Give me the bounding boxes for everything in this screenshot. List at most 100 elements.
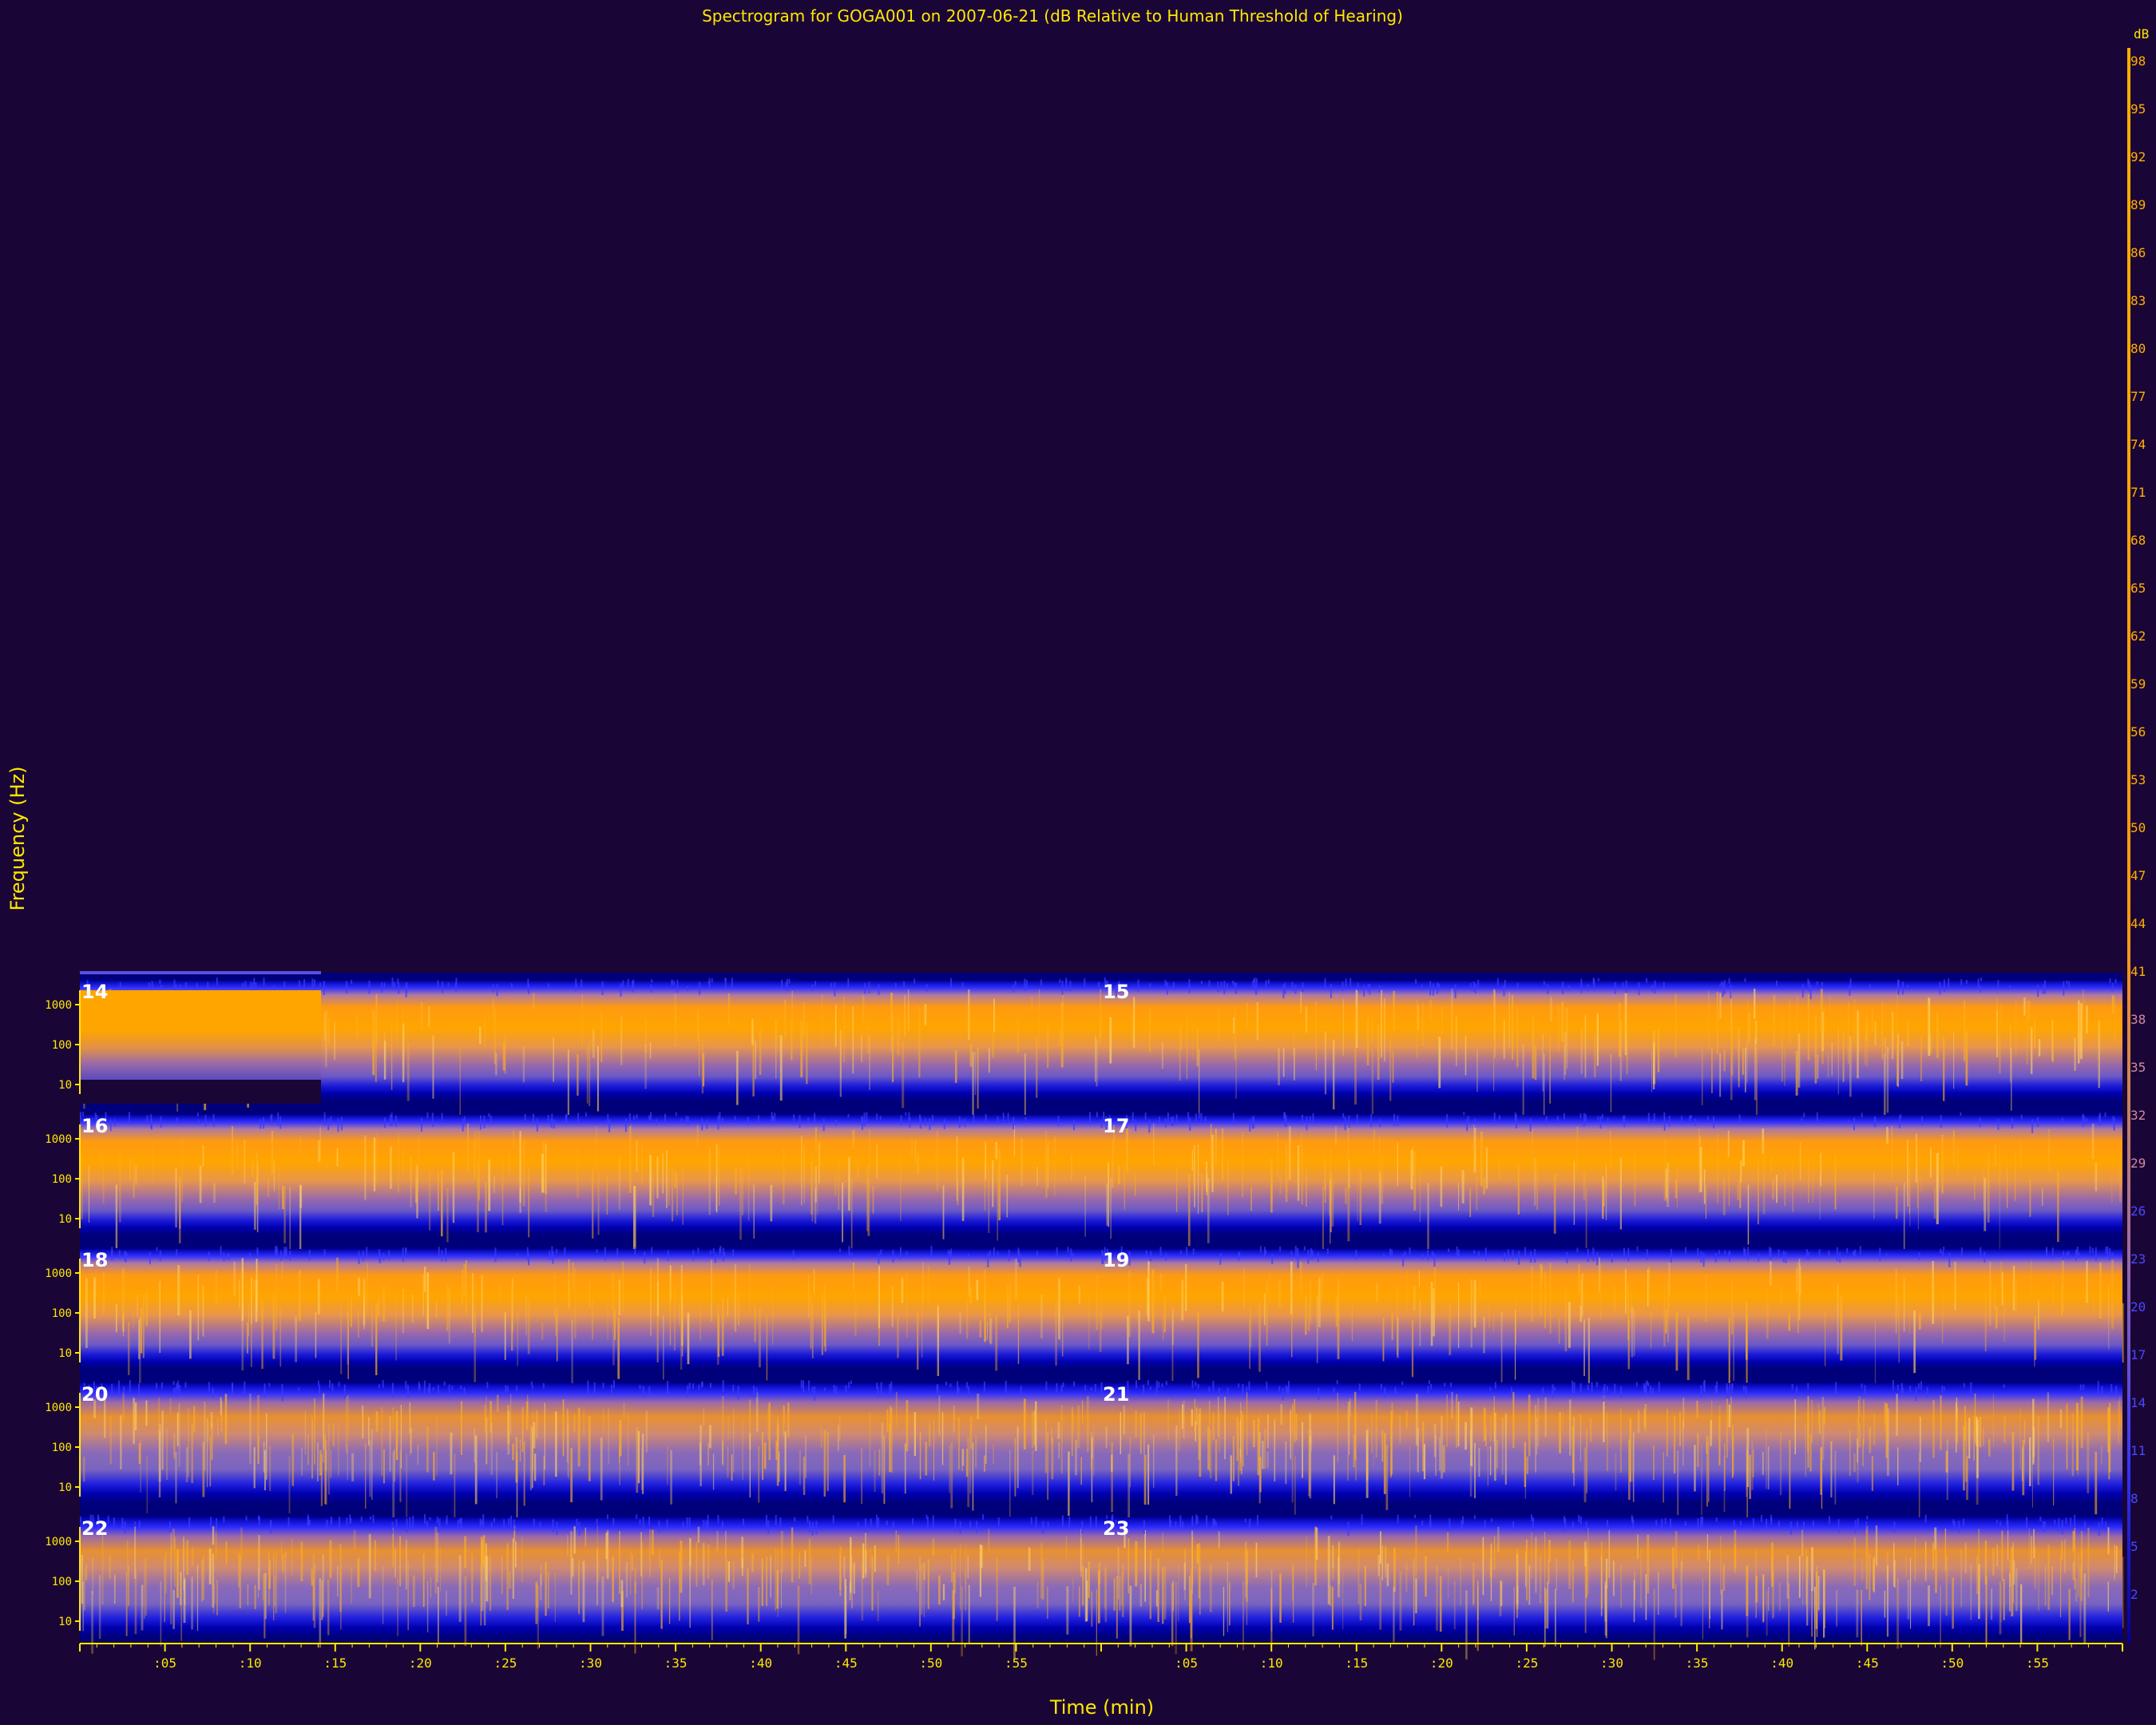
spectral-streak: [493, 1176, 495, 1193]
spectral-fringe: [957, 1387, 960, 1393]
spectral-fringe: [483, 1116, 485, 1128]
spectral-streak: [969, 1287, 972, 1303]
spectral-fringe: [463, 1116, 466, 1123]
spectral-streak: [1294, 1399, 1296, 1442]
spectral-streak: [415, 1163, 418, 1203]
spectral-streak: [1742, 1049, 1744, 1075]
spectral-fringe: [1663, 1112, 1666, 1120]
spectral-streak: [272, 1293, 275, 1359]
spectral-streak: [959, 1312, 961, 1334]
spectral-fringe: [892, 1521, 894, 1529]
spectral-streak: [1587, 1317, 1590, 1386]
spectral-fringe: [277, 1112, 279, 1127]
spectral-streak: [1099, 1019, 1102, 1038]
spectral-streak: [144, 1559, 145, 1620]
spectral-streak: [1706, 1534, 1708, 1561]
spectral-streak: [1433, 1423, 1437, 1457]
spectral-streak: [196, 1564, 199, 1631]
spectral-streak: [1992, 1548, 1995, 1576]
spectral-streak: [1194, 1144, 1195, 1208]
spectral-streak: [1798, 1259, 1801, 1320]
spectral-fringe: [857, 1521, 859, 1532]
spectral-fringe: [969, 1521, 972, 1530]
spectral-fringe: [1898, 1116, 1900, 1128]
spectral-fringe: [879, 1116, 882, 1120]
spectral-streak: [1080, 1529, 1082, 1577]
spectral-fringe: [1900, 1114, 1902, 1119]
spectral-streak: [241, 1258, 244, 1321]
spectral-fringe: [204, 1114, 207, 1127]
spectral-fringe: [1726, 1386, 1729, 1399]
spectral-streak: [762, 1432, 763, 1480]
spectral-streak: [1473, 1124, 1476, 1173]
spectral-fringe: [993, 1247, 995, 1258]
spectral-streak: [1135, 1410, 1137, 1438]
spectral-streak: [1167, 1399, 1169, 1441]
spectral-fringe: [1132, 1112, 1134, 1122]
spectral-streak: [512, 1538, 514, 1600]
spectral-streak: [1584, 1541, 1587, 1567]
spectral-streak: [689, 1538, 692, 1567]
spectral-streak: [240, 1527, 243, 1562]
spectral-streak: [1534, 1157, 1536, 1206]
spectral-streak: [1292, 1568, 1294, 1623]
spectral-streak: [1243, 1267, 1245, 1309]
spectral-fringe: [330, 1116, 332, 1125]
spectral-streak: [1681, 1552, 1683, 1572]
spectral-streak: [406, 1453, 408, 1521]
spectral-fringe: [1208, 980, 1211, 988]
spectral-streak: [1119, 1576, 1121, 1611]
spectral-streak: [1747, 1184, 1750, 1245]
spectral-streak: [1940, 1585, 1941, 1648]
spectral-streak: [814, 1188, 817, 1223]
spectral-fringe: [1531, 1514, 1533, 1521]
spectral-fringe: [2113, 1117, 2115, 1131]
spectral-fringe: [89, 1514, 92, 1525]
spectral-streak: [1631, 1292, 1633, 1315]
spectral-fringe: [2104, 1112, 2106, 1117]
x-tick-label: :45: [1856, 1656, 1879, 1671]
spectral-streak: [666, 1150, 668, 1208]
spectral-fringe: [2063, 981, 2065, 996]
spectral-fringe: [632, 981, 634, 993]
spectral-fringe: [1361, 1514, 1363, 1526]
spectral-streak: [1469, 1188, 1472, 1217]
spectral-fringe: [2007, 1521, 2009, 1531]
spectral-streak: [1513, 1587, 1515, 1636]
spectral-fringe: [648, 1386, 651, 1395]
spectral-streak: [374, 1540, 377, 1572]
spectral-fringe: [250, 981, 252, 991]
spectral-streak: [890, 1407, 893, 1473]
spectral-fringe: [1282, 984, 1285, 999]
spectral-streak: [645, 1410, 648, 1453]
spectral-streak: [735, 1168, 737, 1195]
spectral-streak: [734, 1264, 737, 1332]
spectral-streak: [1600, 1556, 1603, 1616]
spectral-fringe: [639, 1385, 641, 1390]
spectral-streak: [1006, 1285, 1009, 1329]
spectral-streak: [2061, 1283, 2063, 1316]
spectral-fringe: [1438, 983, 1441, 991]
spectral-streak: [1820, 989, 1823, 1035]
spectral-streak: [2071, 1413, 2074, 1477]
spectral-streak: [295, 1316, 297, 1362]
spectral-fringe: [914, 978, 916, 984]
spectral-streak: [1314, 1526, 1317, 1586]
spectral-streak: [1795, 1050, 1798, 1096]
spectral-streak: [1308, 1303, 1310, 1331]
spectral-streak: [2115, 1545, 2118, 1573]
spectral-fringe: [1094, 1384, 1096, 1392]
spectral-fringe: [1294, 1246, 1297, 1259]
spectral-streak: [517, 1311, 518, 1366]
spectral-streak: [2047, 1128, 2051, 1172]
spectral-fringe: [1803, 1112, 1805, 1118]
spectral-streak: [1706, 1441, 1708, 1507]
spectral-streak: [1290, 1261, 1293, 1315]
spectral-streak: [979, 1320, 982, 1338]
spectral-fringe: [2075, 1249, 2077, 1261]
spectral-streak: [1571, 1559, 1574, 1603]
spectral-streak: [890, 993, 893, 1033]
spectral-fringe: [722, 1247, 724, 1262]
spectral-fringe: [1706, 1116, 1709, 1121]
spectral-fringe: [1056, 1382, 1058, 1393]
